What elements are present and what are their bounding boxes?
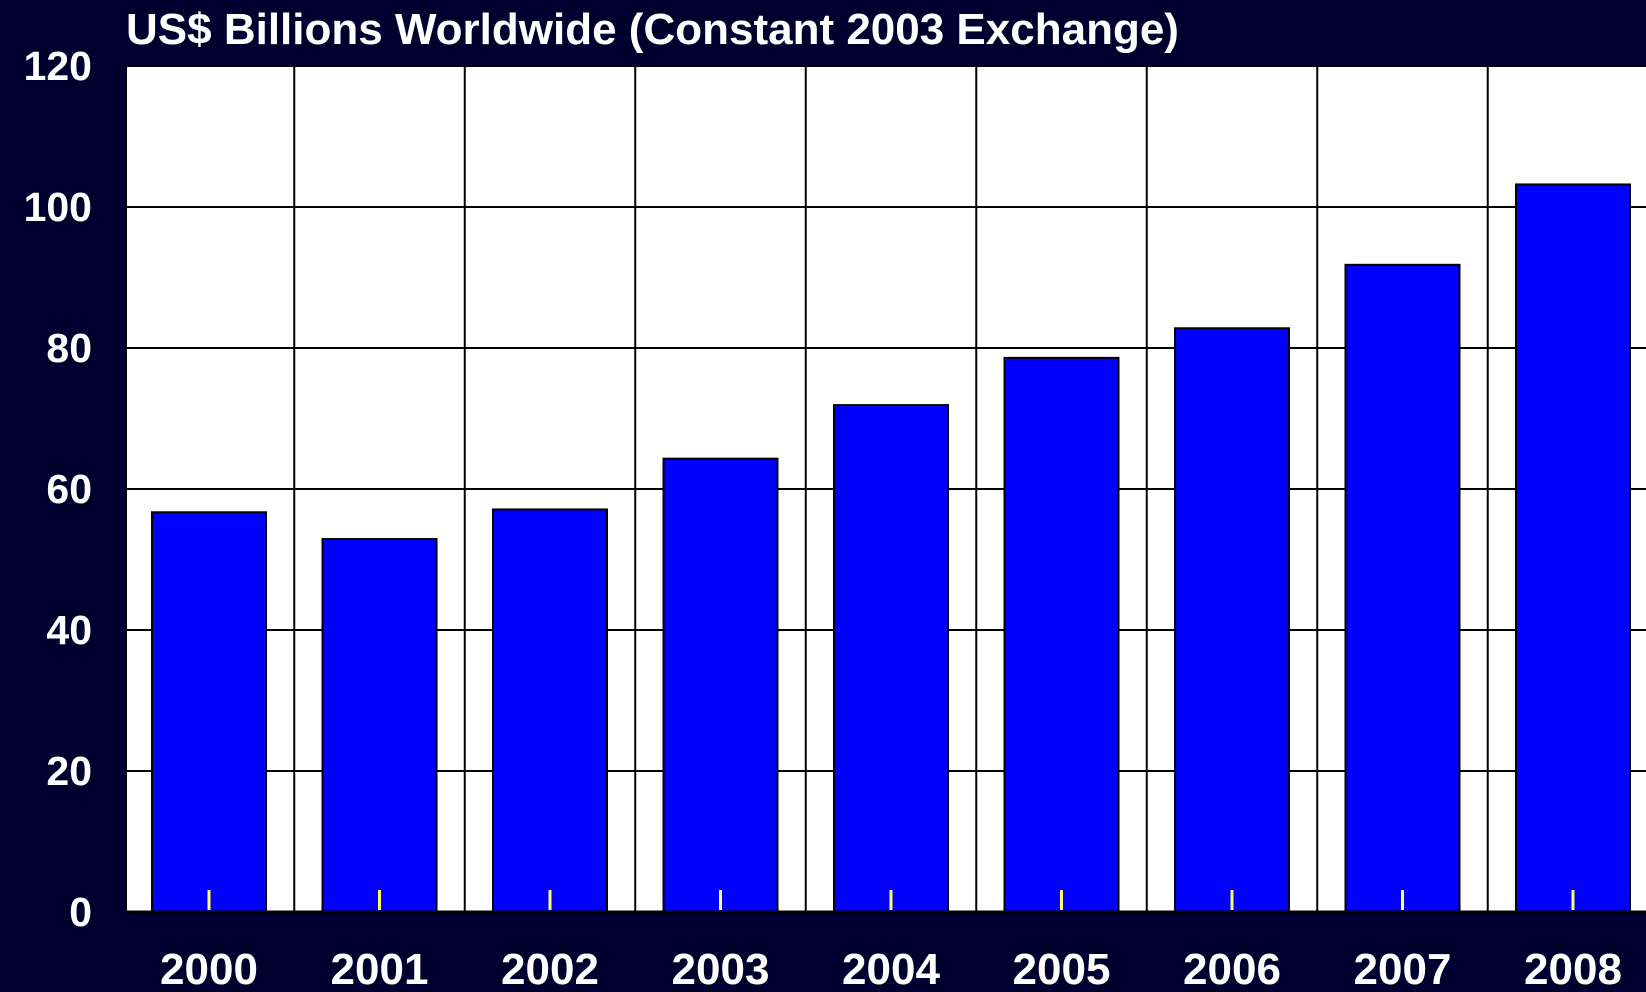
x-tick-label-2002: 2002 — [501, 945, 599, 992]
chart-title: US$ Billions Worldwide (Constant 2003 Ex… — [126, 5, 1179, 54]
y-tick-label: 20 — [46, 748, 92, 794]
x-tick-label-2008: 2008 — [1524, 945, 1622, 992]
x-tick-label-2007: 2007 — [1354, 945, 1452, 992]
x-tick-label-2004: 2004 — [842, 945, 940, 992]
bar-2008 — [1515, 183, 1631, 913]
bar-2007 — [1344, 263, 1461, 913]
bar-2003 — [662, 457, 779, 913]
x-tick-label-2006: 2006 — [1183, 945, 1281, 992]
bar-2001 — [321, 538, 438, 913]
x-tick-label-2005: 2005 — [1013, 945, 1111, 992]
x-tick-label-2000: 2000 — [160, 945, 258, 992]
plot-area: 0 20 40 60 80 100 120 2000 2001 2002 2003 2004 2005 2… — [24, 43, 1646, 992]
y-tick-label: 80 — [46, 325, 92, 371]
y-tick-label: 100 — [24, 184, 92, 230]
y-tick-label: 0 — [69, 889, 92, 935]
bar-2006 — [1174, 327, 1290, 913]
x-tick-label-2003: 2003 — [672, 945, 770, 992]
bar-2002 — [492, 508, 608, 913]
y-tick-label: 120 — [24, 43, 92, 89]
bar-2005 — [1003, 356, 1120, 913]
x-tick-label-2001: 2001 — [331, 945, 429, 992]
y-tick-label: 40 — [46, 607, 92, 653]
y-tick-label: 60 — [46, 466, 92, 512]
bar-2004 — [833, 404, 949, 913]
bar-2000 — [151, 511, 267, 913]
